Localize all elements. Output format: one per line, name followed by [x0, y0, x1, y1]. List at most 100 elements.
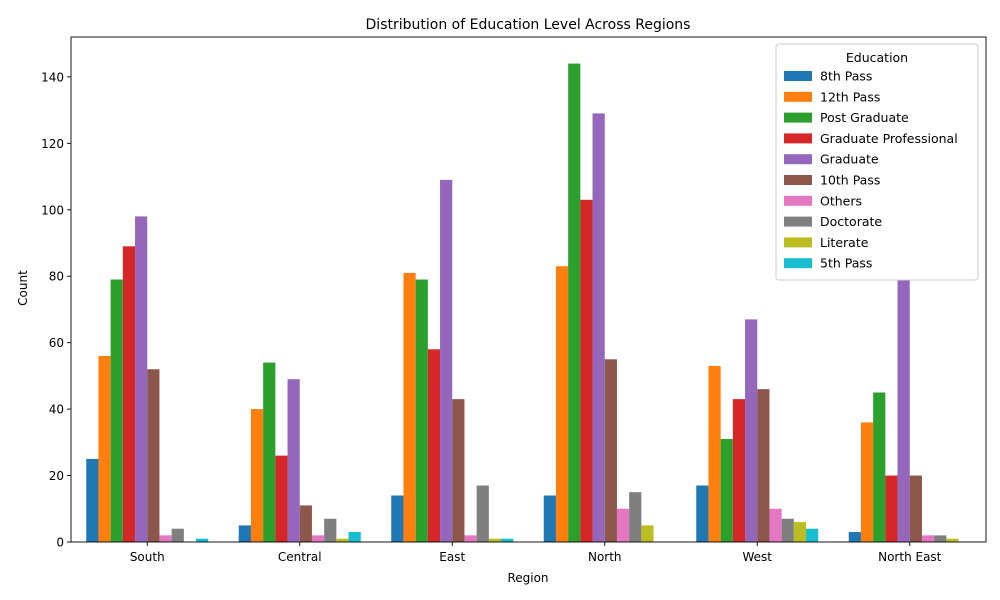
legend-swatch: [784, 71, 812, 81]
bar-doctorate-south: [171, 528, 184, 542]
bar-post-graduate-north: [568, 63, 581, 542]
bar-12th-pass-east: [403, 272, 416, 542]
bar-post-graduate-central: [263, 362, 276, 542]
x-axis-title: Region: [507, 571, 548, 585]
legend-swatch: [784, 216, 812, 227]
y-axis-title: Count: [16, 270, 30, 306]
x-tick-label: East: [439, 550, 465, 564]
y-tick-label: 60: [49, 336, 64, 350]
axes-layer: 0 20 40 60 80 100 120 140 South Central East North W…: [41, 36, 987, 564]
y-tick-label: 0: [56, 536, 64, 550]
legend-swatch: [784, 258, 812, 269]
bar-graduate-professional-north: [580, 199, 593, 543]
bar-10th-pass-south: [147, 369, 160, 542]
bar-post-graduate-south: [110, 279, 123, 542]
x-tick-label: North: [588, 550, 622, 564]
bar-others-north: [616, 508, 630, 542]
bar-10th-pass-north-east: [909, 475, 922, 542]
bar-10th-pass-east: [452, 399, 465, 542]
bar-others-east: [464, 535, 477, 542]
y-tick-label: 40: [49, 403, 64, 417]
bar-literate-east: [488, 538, 502, 542]
bar-graduate-south: [135, 216, 148, 542]
plot-frame: [70, 36, 987, 543]
bar-post-graduate-west: [720, 439, 733, 542]
legend-swatch: [784, 133, 812, 144]
legend-label: 8th Pass: [820, 69, 872, 84]
bar-12th-pass-north: [555, 266, 569, 542]
legend-label: Graduate: [820, 152, 879, 167]
bar-12th-pass-south: [98, 355, 111, 542]
legend-swatch: [784, 154, 812, 165]
legend-swatch: [784, 112, 812, 123]
bar-graduate-professional-central: [275, 455, 288, 542]
y-tick-label: 100: [41, 203, 64, 217]
bar-12th-pass-west: [708, 365, 721, 542]
y-tick-label: 20: [49, 469, 64, 483]
bar-graduate-professional-east: [427, 349, 441, 542]
bar-others-west: [769, 508, 782, 542]
bar-5th-pass-central: [348, 532, 361, 542]
bar-graduate-east: [440, 179, 453, 543]
x-tick-label: West: [742, 550, 772, 564]
bars-layer: [86, 63, 959, 543]
legend-label: Post Graduate: [820, 110, 909, 125]
y-tick-label: 80: [49, 270, 64, 284]
bar-graduate-professional-north-east: [885, 475, 898, 542]
legend-label: Literate: [820, 235, 869, 250]
bar-8th-pass-south: [86, 458, 99, 542]
legend-swatch: [784, 91, 812, 102]
bar-literate-north-east: [946, 538, 959, 542]
legend-swatch: [784, 195, 812, 206]
bar-5th-pass-south: [196, 538, 209, 542]
bar-8th-pass-central: [238, 525, 251, 542]
y-tick-label: 140: [41, 70, 64, 84]
bar-12th-pass-north-east: [860, 422, 874, 542]
chart-title: Distribution of Education Level Across R…: [366, 17, 691, 33]
bar-post-graduate-east: [415, 279, 428, 542]
legend-label: 5th Pass: [820, 256, 872, 271]
bar-graduate-professional-west: [732, 399, 746, 542]
bar-doctorate-east: [476, 485, 489, 542]
bar-graduate-west: [745, 319, 758, 542]
bar-12th-pass-central: [250, 409, 264, 542]
legend-label: Graduate Professional: [820, 131, 958, 146]
legend-swatch: [784, 175, 812, 185]
bar-8th-pass-west: [696, 485, 709, 542]
bar-graduate-professional-south: [122, 246, 136, 542]
legend-label: Others: [820, 193, 862, 208]
bar-literate-west: [793, 522, 807, 542]
legend-box: [775, 43, 979, 281]
y-tick-label: 120: [41, 137, 64, 151]
legend-title: Education: [846, 50, 908, 65]
bar-5th-pass-west: [806, 528, 819, 542]
bar-doctorate-central: [324, 518, 337, 542]
x-tick-label: Central: [278, 550, 322, 564]
bar-literate-central: [336, 538, 349, 542]
x-tick-label: South: [130, 550, 165, 564]
legend: Education 8th Pass 12th Pass Post Graduate G…: [775, 43, 979, 281]
bar-doctorate-west: [781, 518, 794, 542]
bar-others-south: [159, 535, 172, 542]
x-tick-label: North East: [878, 550, 942, 564]
legend-label: Doctorate: [820, 214, 882, 229]
legend-label: 10th Pass: [820, 173, 880, 188]
bar-others-north-east: [921, 535, 935, 542]
bar-10th-pass-west: [757, 389, 770, 542]
bar-10th-pass-north: [604, 359, 617, 542]
bar-doctorate-north: [629, 492, 642, 542]
bar-8th-pass-north: [543, 495, 556, 542]
bar-doctorate-north-east: [934, 535, 947, 542]
bar-others-central: [311, 535, 325, 542]
bar-graduate-north-east: [897, 279, 910, 542]
bar-graduate-central: [287, 379, 300, 542]
legend-label: 12th Pass: [820, 89, 880, 104]
legend-swatch: [784, 237, 812, 248]
bar-literate-north: [641, 525, 654, 542]
bar-5th-pass-east: [501, 538, 514, 542]
bar-8th-pass-north-east: [848, 532, 861, 542]
bar-post-graduate-north-east: [873, 392, 886, 542]
bar-graduate-north: [592, 113, 605, 542]
